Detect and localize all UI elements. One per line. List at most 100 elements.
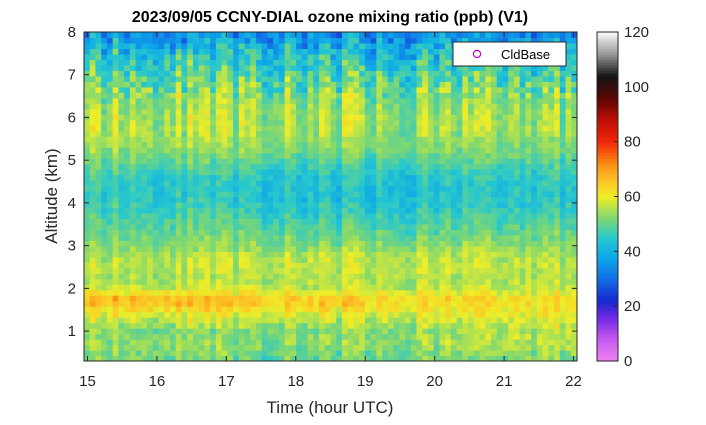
heatmap-cell [158, 328, 165, 335]
heatmap-cell [284, 240, 291, 247]
heatmap-cell [95, 289, 102, 296]
heatmap-cell [554, 273, 561, 280]
heatmap-cell [192, 97, 200, 104]
heatmap-cell [519, 251, 526, 258]
heatmap-cell [210, 240, 217, 247]
heatmap-cell [215, 240, 223, 247]
heatmap-cell [198, 136, 205, 143]
heatmap-cell [536, 158, 544, 165]
heatmap-cell [456, 229, 463, 236]
heatmap-cell [95, 267, 102, 274]
heatmap-cell [427, 147, 435, 154]
heatmap-cell [267, 180, 274, 187]
heatmap-cell [181, 333, 188, 340]
heatmap-cell [336, 234, 343, 241]
heatmap-cell [164, 267, 171, 274]
heatmap-cell [519, 191, 526, 198]
heatmap-cell [278, 223, 286, 230]
heatmap-cell [456, 355, 463, 361]
heatmap-cell [175, 152, 183, 159]
heatmap-cell [359, 103, 366, 110]
heatmap-cell [250, 191, 257, 198]
heatmap-cell [405, 328, 412, 335]
heatmap-cell [192, 125, 200, 132]
heatmap-cell [364, 86, 372, 93]
heatmap-cell [129, 152, 137, 159]
heatmap-cell [192, 328, 200, 335]
heatmap-cell [296, 103, 303, 110]
heatmap-cell [479, 273, 486, 280]
heatmap-cell [502, 207, 509, 214]
heatmap-cell [112, 158, 119, 165]
heatmap-cell [192, 185, 200, 192]
heatmap-cell [491, 223, 498, 230]
heatmap-cell [462, 223, 469, 230]
heatmap-cell [468, 317, 475, 324]
heatmap-cell [307, 212, 314, 220]
heatmap-cell [307, 130, 314, 137]
heatmap-cell [227, 223, 234, 230]
heatmap-cell [175, 103, 183, 110]
heatmap-cell [227, 59, 234, 66]
heatmap-cell [554, 311, 561, 318]
heatmap-cell [473, 81, 481, 88]
heatmap-cell [462, 245, 469, 252]
heatmap-cell [169, 75, 177, 82]
heatmap-cell [353, 300, 360, 307]
heatmap-cell [250, 70, 257, 77]
heatmap-cell [124, 185, 131, 192]
heatmap-cell [261, 59, 269, 66]
heatmap-cell [519, 152, 526, 159]
heatmap-cell [181, 147, 188, 154]
heatmap-cell [347, 136, 355, 143]
heatmap-cell [164, 169, 171, 176]
heatmap-cell [554, 125, 561, 132]
heatmap-cell [387, 130, 395, 137]
heatmap-cell [359, 256, 366, 263]
heatmap-cell [124, 174, 131, 181]
heatmap-cell [175, 262, 183, 269]
heatmap-cell [210, 59, 217, 66]
heatmap-cell [95, 130, 102, 137]
heatmap-cell [416, 53, 423, 61]
heatmap-cell [204, 81, 211, 88]
heatmap-cell [485, 223, 492, 230]
heatmap-cell [152, 229, 160, 236]
heatmap-cell [181, 92, 188, 99]
heatmap-cell [536, 251, 544, 258]
heatmap-cell [439, 267, 446, 274]
heatmap-cell [175, 42, 183, 50]
heatmap-cell [496, 328, 504, 335]
heatmap-cell [399, 130, 406, 137]
heatmap-cell [147, 185, 154, 192]
heatmap-cell [158, 136, 165, 143]
heatmap-cell [227, 152, 234, 159]
heatmap-cell [491, 125, 498, 132]
heatmap-cell [531, 322, 538, 329]
heatmap-cell [147, 119, 154, 126]
heatmap-cell [106, 169, 114, 176]
heatmap-cell [118, 256, 125, 263]
heatmap-cell [106, 130, 114, 137]
heatmap-cell [399, 147, 406, 154]
heatmap-cell [181, 42, 188, 50]
heatmap-cell [250, 86, 257, 93]
heatmap-cell [135, 53, 142, 61]
heatmap-cell [393, 212, 400, 220]
heatmap-cell [307, 37, 314, 44]
heatmap-cell [393, 256, 400, 263]
heatmap-cell [353, 339, 360, 346]
heatmap-cell [405, 53, 412, 61]
heatmap-cell [376, 350, 383, 357]
heatmap-cell [164, 223, 171, 230]
heatmap-cell [284, 32, 291, 39]
heatmap-cell [456, 108, 463, 115]
heatmap-cell [382, 267, 389, 274]
heatmap-cell [169, 328, 177, 335]
heatmap-cell [422, 311, 429, 318]
heatmap-cell [330, 333, 337, 340]
heatmap-cell [261, 185, 269, 192]
heatmap-cell [95, 163, 102, 170]
heatmap-cell [255, 37, 263, 44]
heatmap-cell [141, 37, 148, 44]
